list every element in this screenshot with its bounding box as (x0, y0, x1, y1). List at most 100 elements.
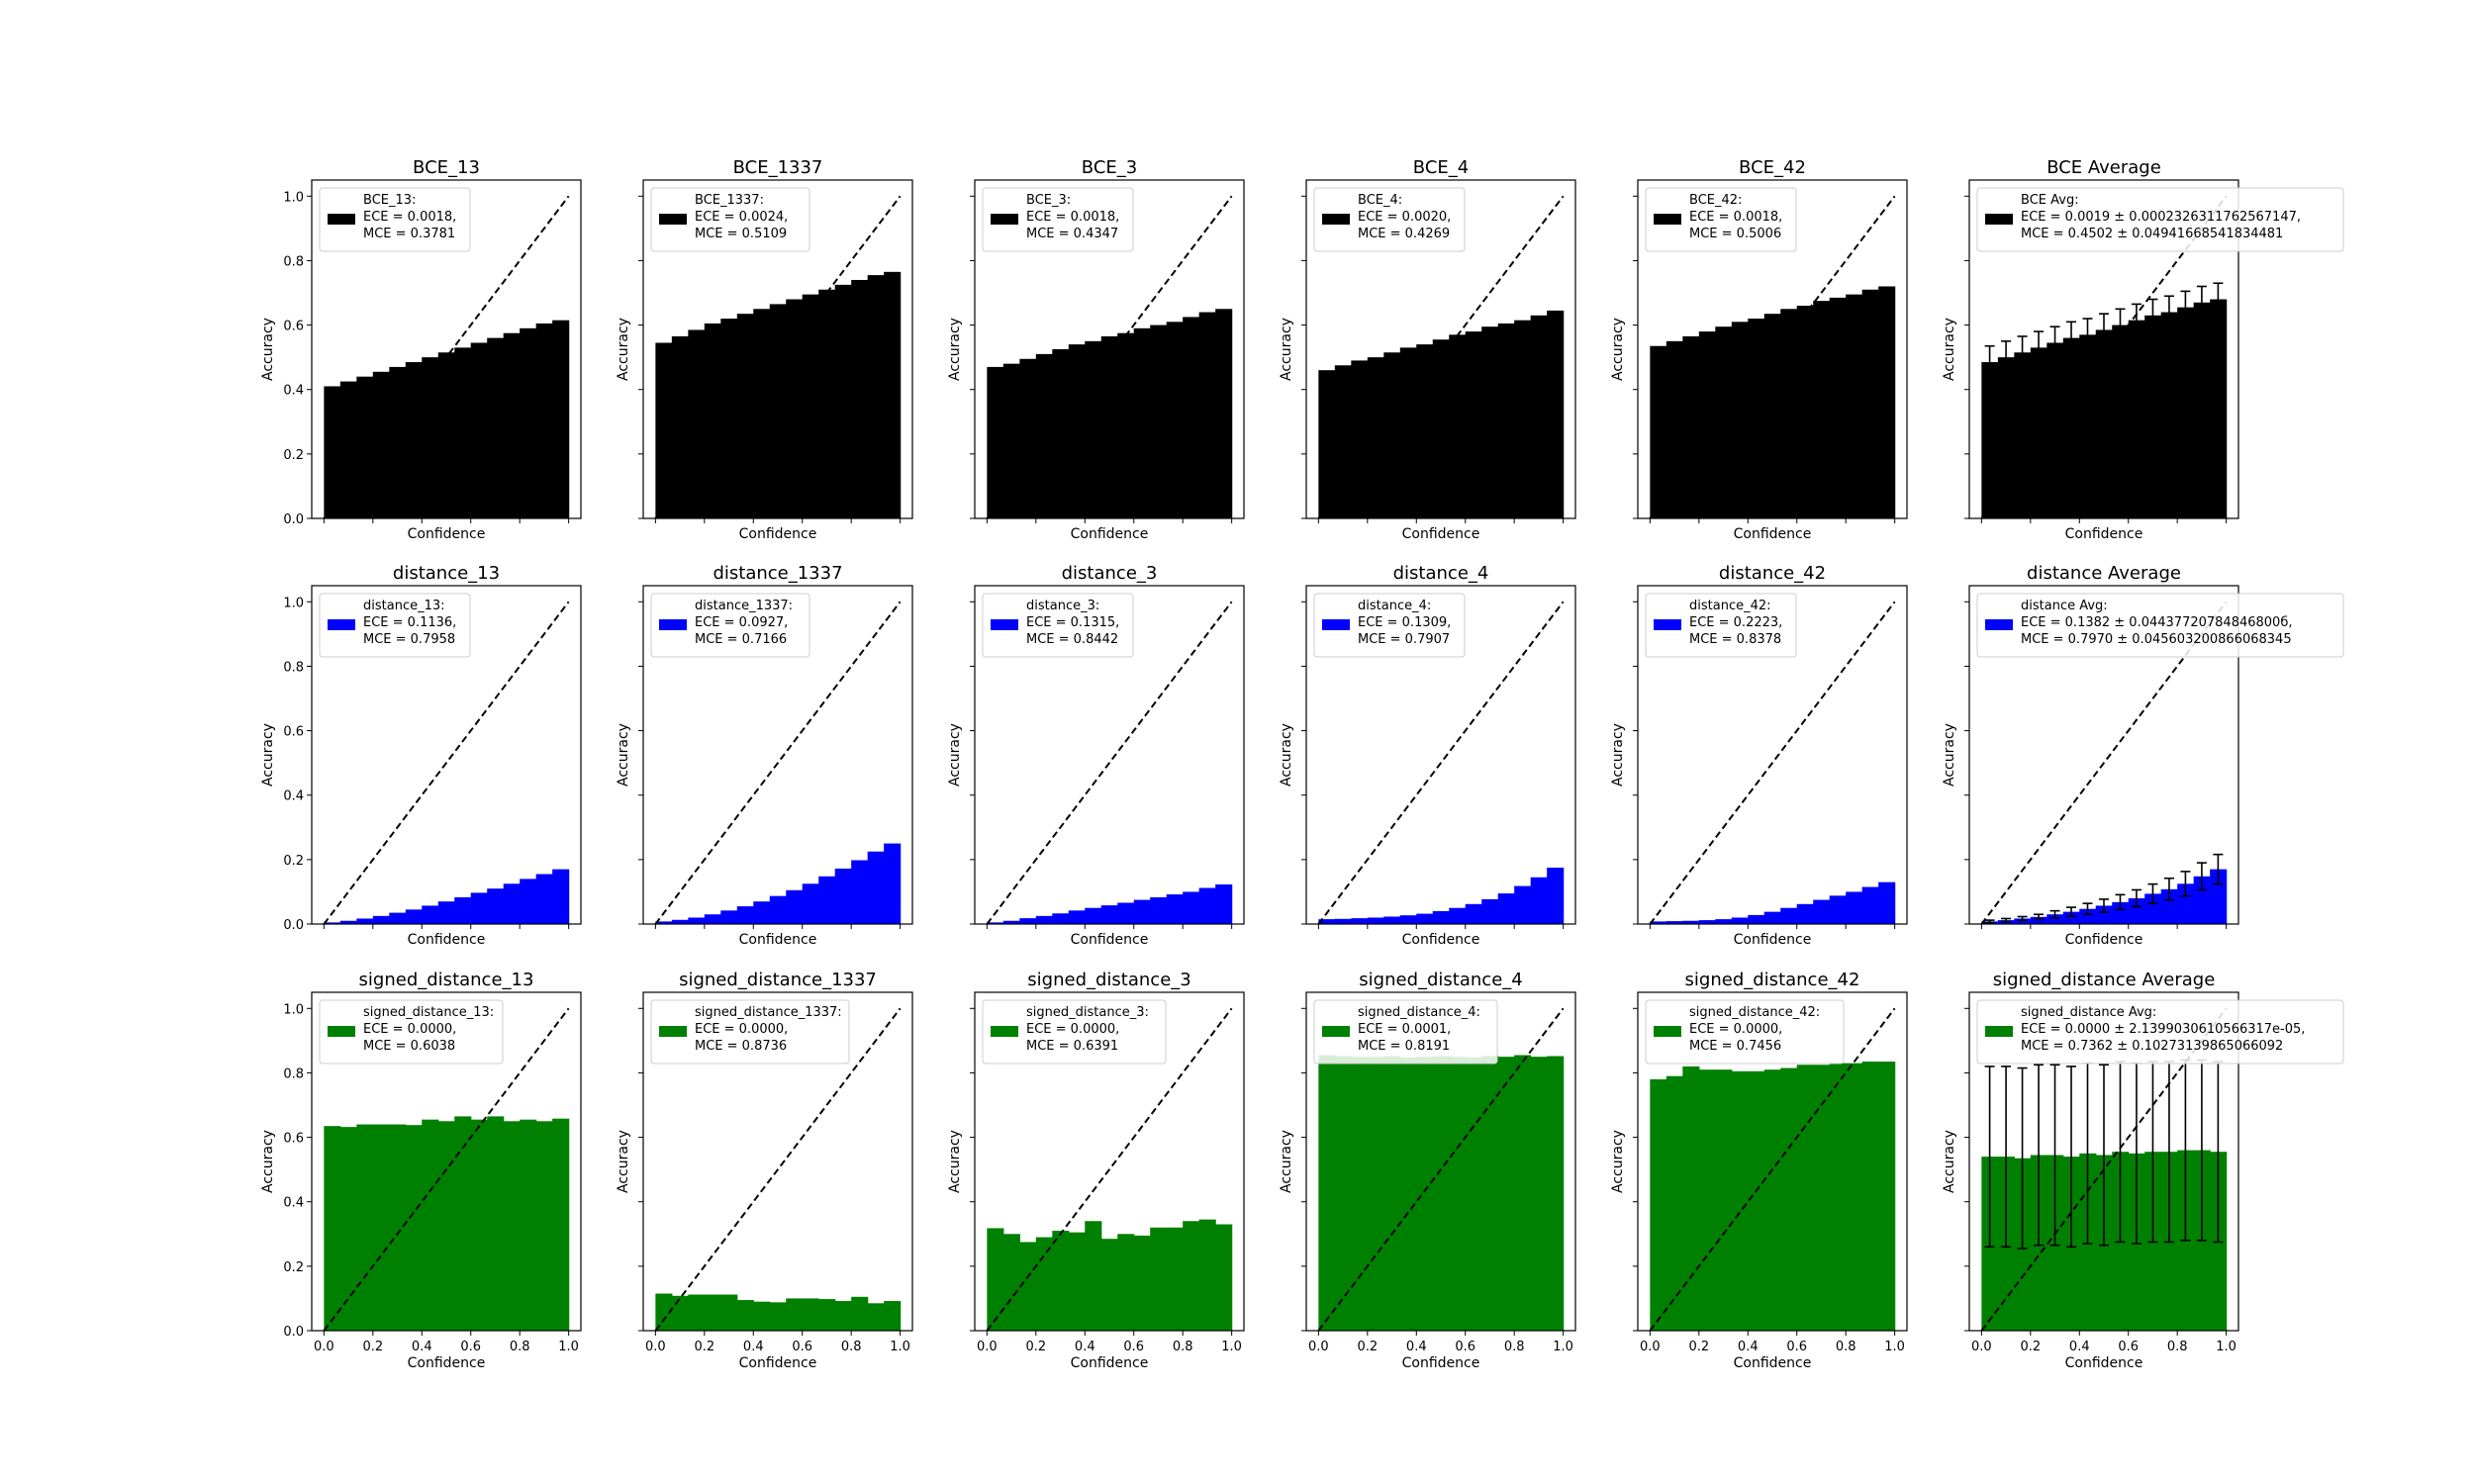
bar (1150, 896, 1168, 924)
bar (818, 876, 836, 924)
plot-frame (974, 991, 1245, 1332)
legend-text: MCE = 0.8191 (1358, 1039, 1450, 1054)
bar (834, 1301, 852, 1331)
subplot: 0.0 0.2 0.4 0.6 0.8 1.0 signed_distance Averag… (1942, 970, 2344, 1371)
subplot: 0.0 0.2 0.4 0.6 0.8 1.0 BCE_13 Accuracy Confiden… (260, 157, 582, 542)
bar (1650, 921, 1667, 924)
bar (753, 1301, 771, 1331)
x-tick-label: 0.8 (1173, 1340, 1193, 1354)
legend-swatch (991, 619, 1018, 630)
y-axis-label: Accuracy (947, 723, 963, 787)
legend-text: MCE = 0.7907 (1358, 632, 1450, 647)
legend-box (1313, 593, 1466, 658)
bar (867, 1303, 885, 1331)
bar (2112, 325, 2130, 518)
x-axis-label: Confidence (1402, 932, 1480, 948)
bar (2079, 908, 2097, 924)
bar (552, 869, 570, 924)
subplot-title: distance Average (2027, 563, 2181, 584)
bar (1698, 331, 1716, 518)
bar (405, 909, 423, 924)
x-tick-label: 0.6 (2118, 1340, 2139, 1354)
plot-frame (642, 585, 913, 925)
x-tick-label: 0.0 (1971, 1340, 1992, 1354)
y-tick-label: 0.6 (283, 725, 304, 740)
legend-box (650, 999, 850, 1065)
bar (1698, 920, 1716, 924)
legend-text: MCE = 0.4502 ± 0.04941668541834481 (2021, 227, 2283, 241)
y-tick-label: 0.2 (283, 854, 304, 869)
bar (1351, 918, 1369, 924)
subplot-title: signed_distance Average (1993, 970, 2216, 990)
diagonal-line (1649, 601, 1896, 925)
bar (1682, 335, 1700, 518)
subplot-title: BCE_3 (1082, 157, 1137, 178)
bar (987, 922, 1004, 924)
y-tick-label: 1.0 (283, 1002, 304, 1017)
bar (1117, 1234, 1135, 1331)
legend-text: signed_distance_3: (1026, 1005, 1149, 1020)
legend-text: MCE = 0.7456 (1689, 1039, 1781, 1054)
bar (1547, 1056, 1565, 1331)
bar (688, 1294, 706, 1331)
bar (1846, 1063, 1863, 1331)
y-axis-label: Accuracy (947, 318, 963, 381)
subplot-title: signed_distance_13 (359, 970, 534, 990)
bar (1334, 1056, 1352, 1331)
y-axis-label: Accuracy (260, 723, 276, 787)
legend-swatch (991, 214, 1018, 225)
y-tick-label: 0.0 (283, 918, 304, 933)
legend-text: ECE = 0.0019 ± 0.0002326311762567147, (2021, 210, 2301, 225)
bar (2062, 337, 2080, 518)
bar (655, 342, 673, 518)
y-axis-label: Accuracy (260, 1130, 276, 1193)
legend-text: ECE = 0.0001, (1358, 1022, 1451, 1037)
bar (535, 874, 553, 924)
plot-frame (311, 179, 582, 519)
legend-text: distance_13: (363, 599, 445, 613)
legend-box (319, 187, 471, 252)
bar (2193, 302, 2211, 518)
diagonal-line (1980, 1007, 2228, 1332)
subplot: distance_3 Accuracy Confidence distance_3: E… (947, 563, 1245, 948)
x-tick-label: 0.4 (1738, 1340, 1759, 1354)
legend-text: BCE_4: (1358, 193, 1402, 208)
legend-swatch (1654, 214, 1681, 225)
x-tick-label: 0.2 (694, 1340, 714, 1354)
bar (1318, 1055, 1336, 1331)
legend-swatch (1985, 619, 2013, 630)
legend-text: ECE = 0.1382 ± 0.04437720784846800б, (2021, 615, 2292, 630)
bar (552, 1118, 570, 1331)
y-tick-label: 0.4 (283, 789, 304, 804)
legend-box (1313, 999, 1498, 1065)
subplot-title: distance_3 (1062, 563, 1158, 584)
bar (1530, 877, 1548, 924)
legend-swatch (991, 1026, 1018, 1037)
legend-swatch (1985, 214, 2013, 225)
bar (720, 910, 738, 924)
bar (422, 1119, 439, 1331)
bar (1530, 315, 1548, 518)
subplot: BCE_42 Accuracy Confidence BCE_42: ECE = 0.0… (1610, 157, 1908, 542)
bar (1682, 1066, 1700, 1331)
y-tick-label: 1.0 (283, 190, 304, 205)
bar (1449, 1057, 1467, 1331)
bar (1035, 915, 1053, 924)
x-axis-label: Confidence (2065, 526, 2143, 542)
bar (1497, 893, 1515, 924)
bar (2128, 897, 2145, 924)
diagonal-line (986, 601, 1233, 925)
x-tick-label: 0.4 (743, 1340, 764, 1354)
bar (884, 271, 902, 518)
bar (1813, 1065, 1831, 1331)
legend-swatch (328, 1026, 355, 1037)
bar (1731, 917, 1749, 924)
bar (437, 352, 455, 518)
bar (1002, 1234, 1020, 1331)
legend-text: ECE = 0.0000, (1689, 1022, 1782, 1037)
bar (1100, 905, 1118, 924)
plot-frame (974, 585, 1245, 925)
bar (1449, 907, 1467, 924)
legend-text: ECE = 0.0000, (1026, 1022, 1119, 1037)
